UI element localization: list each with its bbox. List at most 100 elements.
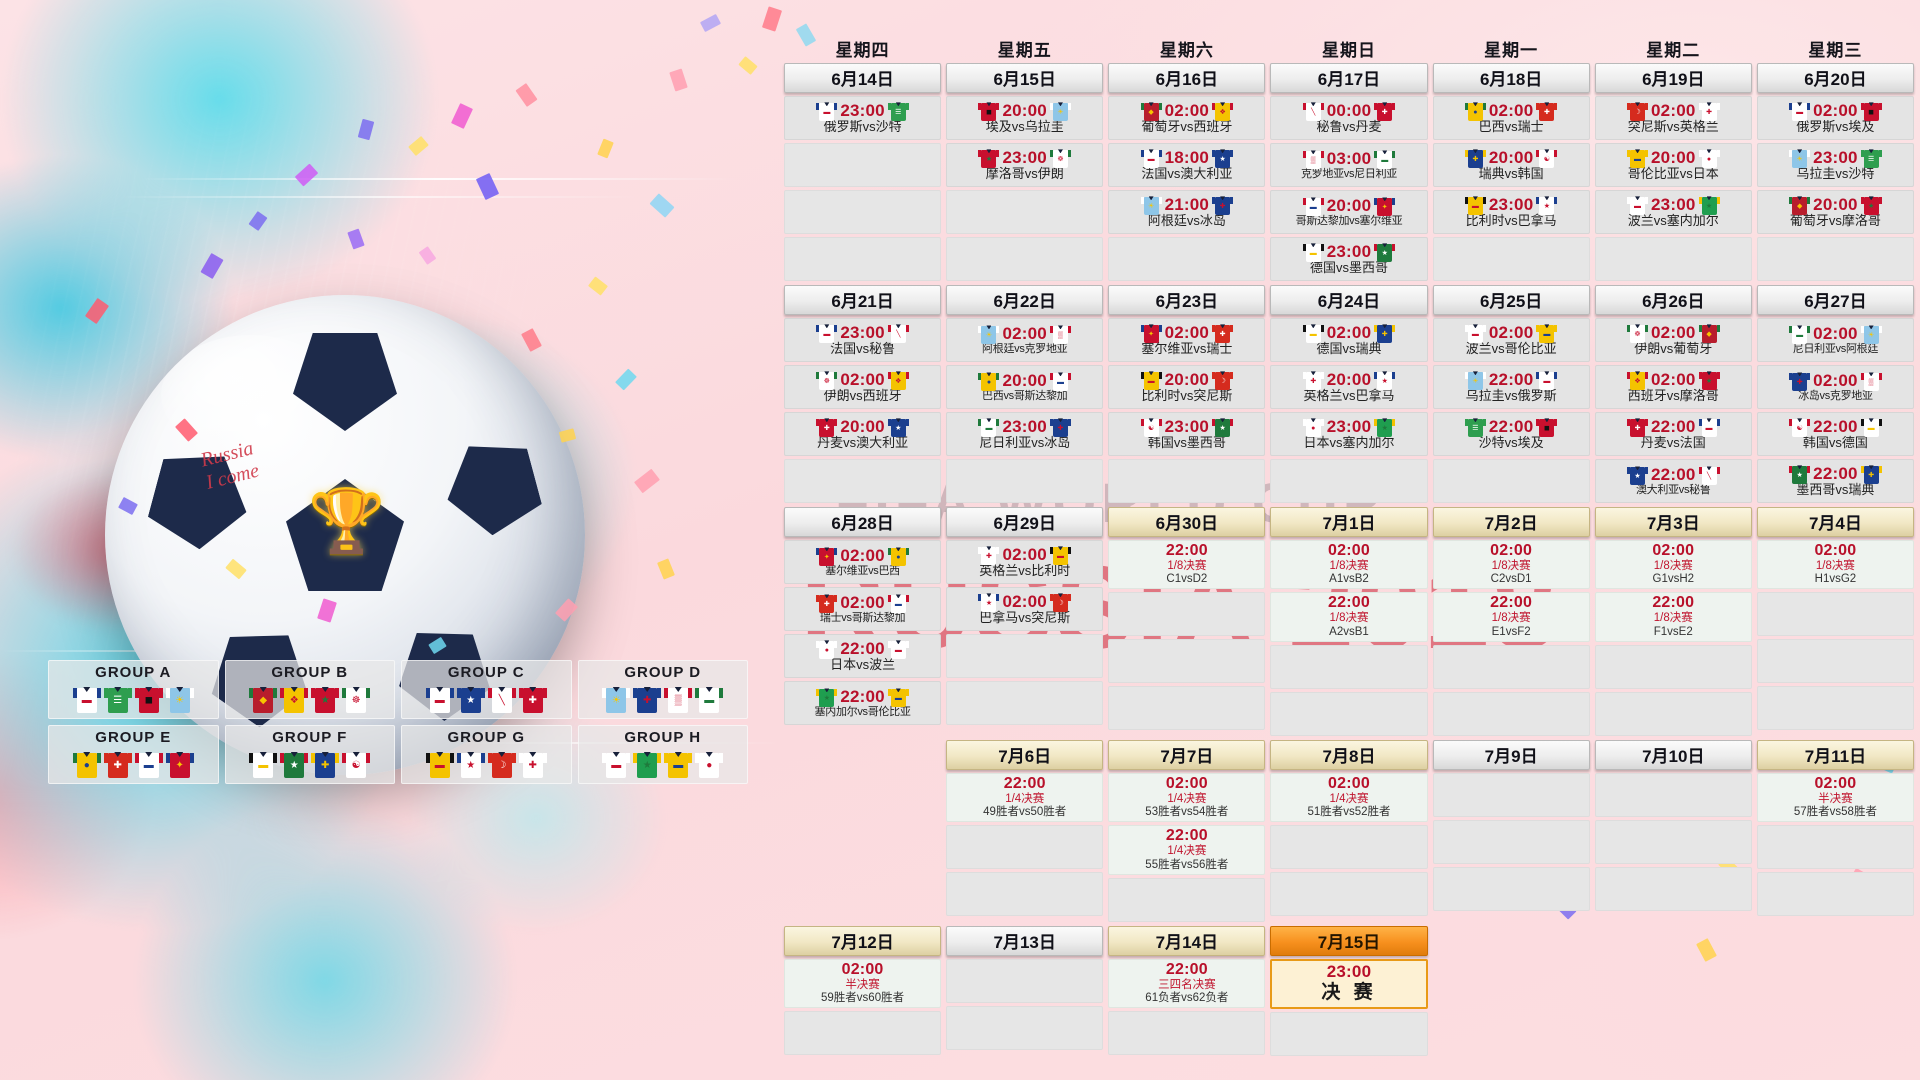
match-cell[interactable]: ☸ 02:00 ❖ 伊朗vs西班牙: [784, 365, 942, 409]
match-cell[interactable]: ☀ 02:00 ▒ 阿根廷vs克罗地亚: [946, 318, 1104, 362]
match-cell[interactable]: ★ 22:00 ✚ 墨西哥vs瑞典: [1756, 459, 1914, 503]
match-cell[interactable]: ★ 22:00 ╲ 澳大利亚vs秘鲁: [1594, 459, 1752, 503]
match-cell[interactable]: ● 23:00 ★ 日本vs塞内加尔: [1270, 412, 1428, 456]
knockout-match-cell[interactable]: 02:00 1/8决赛 A1vsB2: [1270, 540, 1428, 590]
date-header[interactable]: 7月15日: [1270, 925, 1428, 956]
date-header[interactable]: 6月17日: [1270, 63, 1428, 93]
match-cell[interactable]: ▬ 02:00 ◼ 俄罗斯vs埃及: [1756, 96, 1914, 140]
match-cell[interactable]: ◼ 20:00 ☀ 埃及vs乌拉圭: [946, 96, 1104, 140]
date-header[interactable]: 6月24日: [1270, 285, 1428, 315]
date-header[interactable]: 6月25日: [1432, 285, 1590, 315]
match-cell[interactable]: ▬ 02:00 ▬ 波兰vs哥伦比亚: [1432, 318, 1590, 362]
match-cell[interactable]: ● 22:00 ▬ 日本vs波兰: [784, 634, 942, 678]
match-cell[interactable]: ▬ 23:00 ✚ 尼日利亚vs冰岛: [946, 412, 1104, 456]
match-cell[interactable]: ▬ 23:00 ☰ 俄罗斯vs沙特: [784, 96, 942, 140]
date-header[interactable]: 6月20日: [1756, 63, 1914, 93]
knockout-match-cell[interactable]: 22:00 1/8决赛 F1vsE2: [1594, 592, 1752, 642]
date-header[interactable]: 7月7日: [1108, 739, 1266, 770]
match-cell[interactable]: ★ 02:00 ☽ 巴拿马vs突尼斯: [946, 587, 1104, 631]
knockout-match-cell[interactable]: 22:00 1/8决赛 E1vsF2: [1432, 592, 1590, 642]
match-cell[interactable]: ☯ 22:00 ▬ 韩国vs德国: [1756, 412, 1914, 456]
match-cell[interactable]: ▬ 20:00 ✦ 哥斯达黎加vs塞尔维亚: [1270, 190, 1428, 234]
date-header[interactable]: 6月21日: [784, 285, 942, 315]
date-header[interactable]: 7月3日: [1594, 507, 1752, 537]
date-header[interactable]: 7月4日: [1756, 507, 1914, 537]
knockout-match-cell[interactable]: 02:00 1/4决赛 51胜者vs52胜者: [1270, 772, 1428, 823]
group-box-group-b[interactable]: GROUP B ◆ ❖ ★ ☸: [224, 660, 395, 719]
knockout-match-cell[interactable]: 02:00 半决赛 59胜者vs60胜者: [784, 958, 942, 1009]
match-cell[interactable]: ▬ 23:00 ★ 德国vs墨西哥: [1270, 237, 1428, 281]
match-cell[interactable]: ☸ 02:00 ◆ 伊朗vs葡萄牙: [1594, 318, 1752, 362]
date-header[interactable]: 7月9日: [1432, 739, 1590, 770]
group-box-group-g[interactable]: GROUP G ▬ ★ ☽ ✚: [401, 725, 572, 784]
match-cell[interactable]: ▬ 02:00 ✚ 德国vs瑞典: [1270, 318, 1428, 362]
knockout-match-cell[interactable]: 02:00 半决赛 57胜者vs58胜者: [1756, 772, 1914, 823]
date-header[interactable]: 6月18日: [1432, 63, 1590, 93]
knockout-match-cell[interactable]: 02:00 1/8决赛 H1vsG2: [1756, 540, 1914, 590]
match-cell[interactable]: ╲ 00:00 ✚ 秘鲁vs丹麦: [1270, 96, 1428, 140]
date-header[interactable]: 6月22日: [946, 285, 1104, 315]
date-header[interactable]: 7月6日: [946, 739, 1104, 770]
match-cell[interactable]: ✚ 22:00 ▬ 丹麦vs法国: [1594, 412, 1752, 456]
match-cell[interactable]: ● 20:00 ▬ 巴西vs哥斯达黎加: [946, 365, 1104, 409]
date-header[interactable]: 6月28日: [784, 507, 942, 537]
knockout-match-cell[interactable]: 22:00 1/8决赛 C1vsD2: [1108, 540, 1266, 590]
knockout-match-cell[interactable]: 22:00 1/4决赛 49胜者vs50胜者: [946, 772, 1104, 823]
knockout-match-cell[interactable]: 02:00 1/8决赛 G1vsH2: [1594, 540, 1752, 590]
match-cell[interactable]: ✚ 20:00 ★ 丹麦vs澳大利亚: [784, 412, 942, 456]
match-cell[interactable]: ☯ 23:00 ★ 韩国vs墨西哥: [1108, 412, 1266, 456]
match-cell[interactable]: ▬ 23:00 ★ 波兰vs塞内加尔: [1594, 190, 1752, 234]
match-cell[interactable]: ◆ 02:00 ❖ 葡萄牙vs西班牙: [1108, 96, 1266, 140]
group-box-group-h[interactable]: GROUP H ▬ ★ ▬ ●: [577, 725, 748, 784]
date-header[interactable]: 7月14日: [1108, 925, 1266, 956]
match-cell[interactable]: ★ 23:00 ☸ 摩洛哥vs伊朗: [946, 143, 1104, 187]
match-cell[interactable]: ✚ 20:00 ☯ 瑞典vs韩国: [1432, 143, 1590, 187]
match-cell[interactable]: ◆ 20:00 ★ 葡萄牙vs摩洛哥: [1756, 190, 1914, 234]
date-header[interactable]: 7月2日: [1432, 507, 1590, 537]
date-header[interactable]: 7月11日: [1756, 739, 1914, 770]
knockout-match-cell[interactable]: 22:00 1/4决赛 55胜者vs56胜者: [1108, 825, 1266, 875]
match-cell[interactable]: ★ 22:00 ▬ 塞内加尔vs哥伦比亚: [784, 681, 942, 725]
group-box-group-a[interactable]: GROUP A ▬ ☰ ◼ ☀: [48, 660, 219, 719]
match-cell[interactable]: ☀ 22:00 ▬ 乌拉圭vs俄罗斯: [1432, 365, 1590, 409]
match-cell[interactable]: ❖ 02:00 ★ 西班牙vs摩洛哥: [1594, 365, 1752, 409]
group-box-group-e[interactable]: GROUP E ● ✚ ▬ ✦: [48, 725, 219, 784]
date-header[interactable]: 6月29日: [946, 507, 1104, 537]
match-cell[interactable]: ✚ 02:00 ▒ 冰岛vs克罗地亚: [1756, 365, 1914, 409]
date-header[interactable]: 7月1日: [1270, 507, 1428, 537]
date-header[interactable]: 6月16日: [1108, 63, 1266, 93]
match-cell[interactable]: ▬ 23:00 ★ 比利时vs巴拿马: [1432, 190, 1590, 234]
date-header[interactable]: 7月10日: [1594, 739, 1752, 770]
date-header[interactable]: 6月14日: [784, 63, 942, 93]
match-cell[interactable]: ✦ 02:00 ✚ 塞尔维亚vs瑞士: [1108, 318, 1266, 362]
match-cell[interactable]: ☽ 02:00 ✚ 突尼斯vs英格兰: [1594, 96, 1752, 140]
match-cell[interactable]: ✦ 02:00 ● 塞尔维亚vs巴西: [784, 540, 942, 584]
match-cell[interactable]: ☀ 23:00 ☰ 乌拉圭vs沙特: [1756, 143, 1914, 187]
final-match-cell[interactable]: 23:00 决 赛: [1270, 958, 1428, 1009]
match-cell[interactable]: ▬ 23:00 ╲ 法国vs秘鲁: [784, 318, 942, 362]
match-cell[interactable]: ▬ 20:00 ☽ 比利时vs突尼斯: [1108, 365, 1266, 409]
match-cell[interactable]: ☀ 21:00 ✚ 阿根廷vs冰岛: [1108, 190, 1266, 234]
group-box-group-d[interactable]: GROUP D ☀ ✚ ▒ ▬: [577, 660, 748, 719]
match-cell[interactable]: ☰ 22:00 ◼ 沙特vs埃及: [1432, 412, 1590, 456]
group-box-group-c[interactable]: GROUP C ▬ ★ ╲ ✚: [401, 660, 572, 719]
match-cell[interactable]: ● 02:00 ✚ 巴西vs瑞士: [1432, 96, 1590, 140]
match-cell[interactable]: ▬ 18:00 ★ 法国vs澳大利亚: [1108, 143, 1266, 187]
date-header[interactable]: 6月19日: [1594, 63, 1752, 93]
date-header[interactable]: 6月30日: [1108, 507, 1266, 537]
match-cell[interactable]: ▒ 03:00 ▬ 克罗地亚vs尼日利亚: [1270, 143, 1428, 187]
date-header[interactable]: 7月8日: [1270, 739, 1428, 770]
date-header[interactable]: 7月12日: [784, 925, 942, 956]
knockout-match-cell[interactable]: 22:00 1/8决赛 A2vsB1: [1270, 592, 1428, 642]
match-cell[interactable]: ✚ 02:00 ▬ 瑞士vs哥斯达黎加: [784, 587, 942, 631]
group-box-group-f[interactable]: GROUP F ▬ ★ ✚ ☯: [224, 725, 395, 784]
date-header[interactable]: 7月13日: [946, 925, 1104, 956]
match-cell[interactable]: ✚ 02:00 ▬ 英格兰vs比利时: [946, 540, 1104, 584]
knockout-match-cell[interactable]: 22:00 三四名决赛 61负者vs62负者: [1108, 958, 1266, 1009]
date-header[interactable]: 6月27日: [1756, 285, 1914, 315]
date-header[interactable]: 6月26日: [1594, 285, 1752, 315]
match-cell[interactable]: ▬ 02:00 ☀ 尼日利亚vs阿根廷: [1756, 318, 1914, 362]
date-header[interactable]: 6月23日: [1108, 285, 1266, 315]
date-header[interactable]: 6月15日: [946, 63, 1104, 93]
knockout-match-cell[interactable]: 02:00 1/4决赛 53胜者vs54胜者: [1108, 772, 1266, 823]
